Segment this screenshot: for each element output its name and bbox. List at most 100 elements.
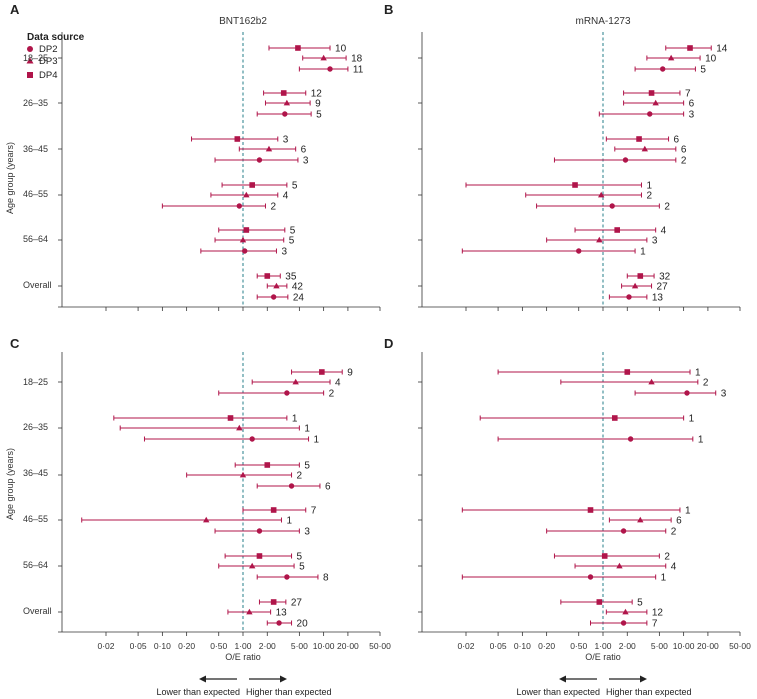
x-tick-label: 0·05 bbox=[130, 641, 147, 651]
count-label: 6 bbox=[676, 516, 682, 527]
count-label: 2 bbox=[646, 191, 652, 202]
count-label: 9 bbox=[315, 99, 321, 110]
point-estimate-triangle bbox=[203, 516, 210, 523]
point-estimate-triangle bbox=[283, 99, 291, 106]
point-estimate-circle bbox=[288, 483, 295, 489]
legend-circle-marker bbox=[27, 46, 33, 52]
group-label: 18–25 bbox=[23, 377, 48, 387]
point-estimate-square bbox=[614, 227, 620, 233]
count-label: 3 bbox=[303, 156, 309, 167]
point-estimate-circle bbox=[249, 436, 255, 442]
panel-letter-c: C bbox=[10, 336, 20, 351]
panel-c-plot: 0·02 0·05 0·10 0·20 0·50 1·00 2·00 5·00 10·00 20·… bbox=[58, 352, 391, 651]
count-label: 6 bbox=[689, 99, 695, 110]
direction-legend-right: Lower than expected Higher than expected bbox=[516, 675, 692, 697]
x-tick-label: 0·10 bbox=[154, 641, 171, 651]
point-estimate-square bbox=[319, 369, 325, 375]
x-tick-label: 10·00 bbox=[673, 641, 695, 651]
legend-triangle-marker bbox=[26, 57, 34, 64]
count-label: 3 bbox=[304, 527, 310, 538]
x-tick-label: 5·00 bbox=[291, 641, 308, 651]
x-tick-label: 50·00 bbox=[369, 641, 391, 651]
point-estimate-circle bbox=[620, 620, 627, 626]
count-label: 1 bbox=[695, 368, 701, 379]
point-estimate-square bbox=[601, 553, 608, 559]
legend-entry-dp4: DP4 bbox=[39, 70, 57, 81]
count-label: 9 bbox=[347, 368, 353, 379]
lower-than-expected-label: Lower than expected bbox=[516, 687, 600, 697]
point-estimate-circle bbox=[620, 528, 627, 534]
point-estimate-square bbox=[636, 136, 642, 142]
point-estimate-triangle bbox=[246, 608, 253, 615]
x-axis-label-right: O/E ratio bbox=[585, 652, 621, 662]
count-label: 42 bbox=[292, 282, 304, 293]
point-estimate-square bbox=[234, 136, 241, 142]
x-tick-label: 10·00 bbox=[313, 641, 335, 651]
x-tick-label: 1·00 bbox=[594, 641, 611, 651]
x-tick-label: 0·20 bbox=[538, 641, 555, 651]
point-estimate-triangle bbox=[637, 516, 644, 523]
count-label: 1 bbox=[646, 181, 652, 192]
count-label: 1 bbox=[640, 247, 646, 258]
point-estimate-square bbox=[264, 462, 271, 468]
count-label: 1 bbox=[304, 424, 310, 435]
panel-letter-a: A bbox=[10, 2, 20, 17]
point-estimate-triangle bbox=[292, 378, 299, 385]
count-label: 10 bbox=[705, 54, 717, 65]
panel-b-title: mRNA-1273 bbox=[575, 16, 630, 27]
point-estimate-triangle bbox=[616, 562, 623, 569]
point-estimate-triangle bbox=[622, 608, 629, 615]
x-tick-label: 0·20 bbox=[178, 641, 195, 651]
count-label: 5 bbox=[290, 226, 296, 237]
higher-than-expected-label: Higher than expected bbox=[606, 687, 692, 697]
x-tick-label: 2·00 bbox=[619, 641, 636, 651]
count-label: 32 bbox=[659, 272, 671, 283]
point-estimate-triangle bbox=[648, 378, 655, 385]
x-tick-label: 0·50 bbox=[210, 641, 227, 651]
legend-entry-dp2: DP2 bbox=[39, 44, 57, 55]
x-tick-label: 0·50 bbox=[570, 641, 587, 651]
point-estimate-triangle bbox=[273, 282, 280, 289]
group-labels-a: 18–25 26–35 36–45 46–55 56–64 Overall bbox=[23, 53, 52, 290]
point-estimate-triangle bbox=[641, 145, 649, 152]
point-estimate-circle bbox=[647, 111, 653, 117]
point-estimate-circle bbox=[284, 574, 290, 580]
count-label: 5 bbox=[289, 236, 295, 247]
count-label: 5 bbox=[297, 552, 303, 563]
count-label: 6 bbox=[681, 145, 687, 156]
count-label: 8 bbox=[323, 573, 329, 584]
group-label: 18–25 bbox=[23, 53, 48, 63]
point-estimate-square bbox=[624, 369, 631, 375]
point-estimate-circle bbox=[242, 248, 248, 254]
point-estimate-triangle bbox=[598, 191, 605, 198]
arrow-right-icon bbox=[280, 675, 287, 683]
group-label: Overall bbox=[23, 280, 52, 290]
count-label: 2 bbox=[664, 202, 670, 213]
point-estimate-square bbox=[648, 90, 655, 96]
count-label: 3 bbox=[652, 236, 658, 247]
point-estimate-square bbox=[256, 553, 263, 559]
count-label: 5 bbox=[700, 65, 706, 76]
x-axis-label-left: O/E ratio bbox=[225, 652, 261, 662]
arrow-left-icon bbox=[199, 675, 206, 683]
count-label: 12 bbox=[652, 608, 664, 619]
count-label: 3 bbox=[281, 247, 287, 258]
x-tick-label: 0·02 bbox=[97, 641, 114, 651]
group-label: 36–45 bbox=[23, 468, 48, 478]
count-label: 7 bbox=[685, 89, 691, 100]
point-estimate-circle bbox=[576, 248, 582, 254]
count-label: 27 bbox=[291, 598, 303, 609]
count-label: 14 bbox=[716, 44, 728, 55]
point-estimate-circle bbox=[609, 203, 615, 209]
group-label: 46–55 bbox=[23, 514, 48, 524]
arrow-left-icon bbox=[559, 675, 566, 683]
count-label: 5 bbox=[304, 461, 310, 472]
point-estimate-circle bbox=[256, 528, 263, 534]
panel-d-plot: 0·02 0·05 0·10 0·20 0·50 1·00 2·00 5·00 10·00 20·… bbox=[418, 352, 751, 651]
x-tick-label: 20·00 bbox=[337, 641, 359, 651]
count-label: 13 bbox=[652, 293, 664, 304]
point-estimate-square bbox=[611, 415, 618, 421]
count-label: 4 bbox=[283, 191, 289, 202]
group-label: 56–64 bbox=[23, 560, 48, 570]
